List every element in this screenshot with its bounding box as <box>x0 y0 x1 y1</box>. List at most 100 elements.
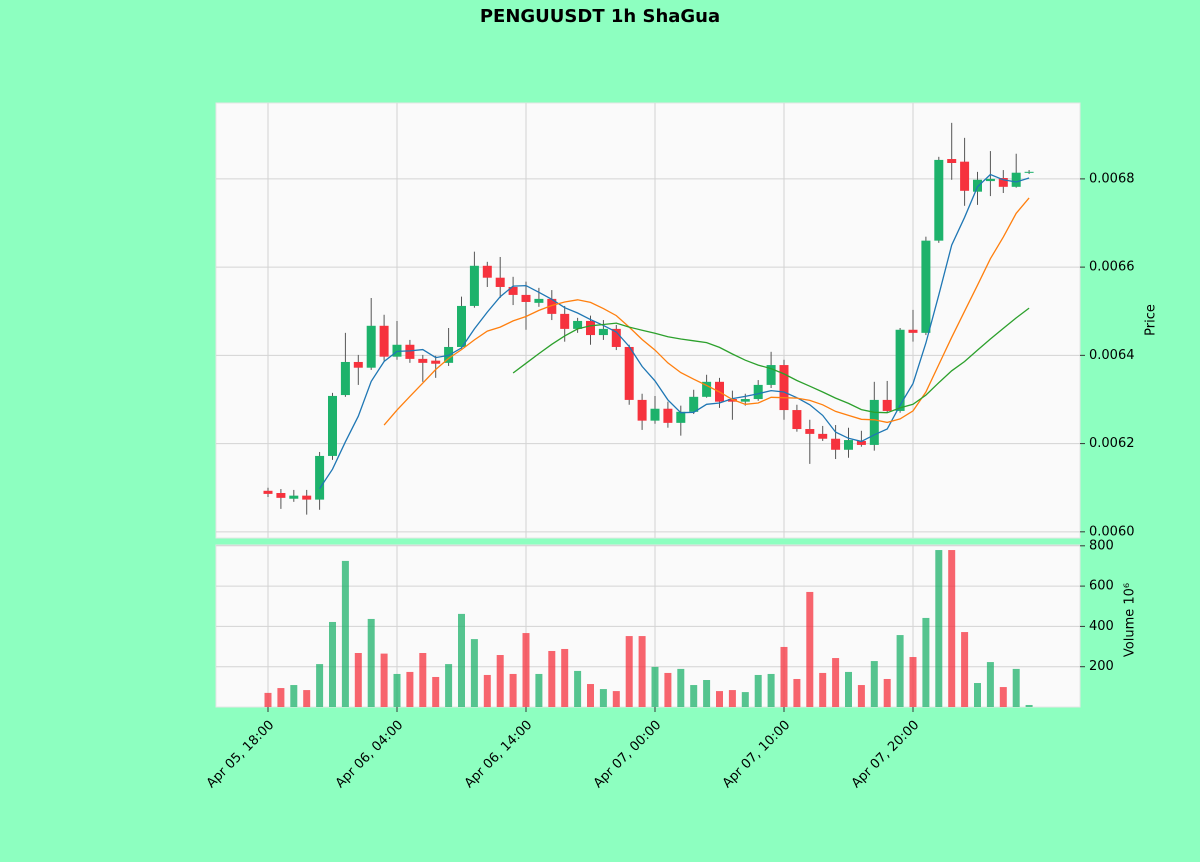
volume-bar <box>819 672 827 707</box>
volume-bar <box>341 560 349 707</box>
candle-body <box>418 358 428 363</box>
x-tick-label: Apr 06, 14:00 <box>462 718 535 791</box>
candle-body <box>405 344 415 359</box>
candle-body <box>663 408 673 423</box>
volume-bar <box>845 671 852 707</box>
candle-body <box>792 410 802 430</box>
volume-bar <box>419 653 427 707</box>
candle-body <box>353 361 363 368</box>
volume-bar <box>896 635 904 707</box>
x-tick-label: Apr 07, 10:00 <box>720 718 793 791</box>
volume-bar <box>264 692 272 707</box>
candle-body <box>534 298 544 303</box>
y-tick-label: 0.0068 <box>1089 171 1135 186</box>
candle-body <box>457 305 466 347</box>
volume-bar <box>509 673 517 707</box>
volume-bar <box>561 648 569 707</box>
volume-bar <box>857 685 865 707</box>
y2-tick-label: 800 <box>1089 538 1114 553</box>
volume-bar <box>432 676 440 707</box>
candle-body <box>276 493 286 498</box>
volume-bar <box>380 653 388 707</box>
y2-tick-label: 600 <box>1089 579 1114 594</box>
candle-body <box>263 490 273 494</box>
candle-body <box>340 361 350 396</box>
volume-bar <box>522 633 530 707</box>
candle-body <box>1011 172 1021 187</box>
volume-bar <box>961 632 969 707</box>
volume-bar <box>483 674 491 707</box>
volume-bar <box>793 678 801 707</box>
price-panel <box>215 102 1081 539</box>
candle-body <box>702 381 712 397</box>
volume-bar <box>445 664 453 707</box>
candle-body <box>985 178 995 182</box>
candle-body <box>689 396 699 412</box>
candle-body <box>624 346 634 400</box>
candle-body <box>586 320 595 336</box>
candle-body <box>495 277 505 287</box>
candle-body <box>392 344 402 357</box>
volume-bar <box>767 673 775 707</box>
moving-average-line <box>512 307 1030 414</box>
volume-bar <box>535 673 543 707</box>
volume-bar <box>986 662 994 707</box>
volume-bar <box>935 550 943 707</box>
volume-bar <box>1012 668 1020 707</box>
candle-body <box>998 178 1008 187</box>
volume-bar <box>754 674 762 707</box>
volume-bar <box>367 618 375 707</box>
candle-body <box>856 440 866 445</box>
volume-bar <box>1025 704 1033 707</box>
candle-body <box>895 329 905 411</box>
volume-bar <box>677 668 685 707</box>
candle-body <box>315 455 325 500</box>
candle-body <box>805 429 815 434</box>
candle-body <box>831 438 841 450</box>
y-tick-label: 0.0064 <box>1089 348 1135 363</box>
candle-body <box>779 365 789 411</box>
candle-body <box>882 399 892 411</box>
candle-body <box>431 360 441 364</box>
y-tick-label: 0.0066 <box>1089 260 1135 275</box>
volume-bar <box>329 621 336 707</box>
volume-bar <box>922 617 930 707</box>
x-tick-label: Apr 07, 00:00 <box>591 718 664 791</box>
volume-bar <box>406 671 414 707</box>
volume-bar <box>496 655 504 707</box>
y2-tick-label: 200 <box>1089 659 1114 674</box>
candle-body <box>482 265 492 278</box>
candle-body <box>753 384 763 400</box>
candle-body <box>302 495 312 500</box>
candle-body <box>934 159 944 241</box>
volume-bar <box>870 661 878 707</box>
volume-bar <box>574 670 582 707</box>
volume-bar <box>290 685 298 707</box>
y-tick-label: 0.0060 <box>1089 524 1135 539</box>
volume-bar <box>664 672 672 707</box>
candle-body <box>637 399 647 421</box>
volume-bar <box>612 691 620 707</box>
volume-bar <box>599 689 607 707</box>
volume-bar <box>625 636 633 707</box>
volume-bar <box>974 683 981 707</box>
candle-body <box>1024 171 1034 173</box>
x-tick-label: Apr 07, 20:00 <box>849 718 922 791</box>
x-tick-label: Apr 05, 18:00 <box>204 718 277 791</box>
volume-bar <box>393 673 401 707</box>
candle-body <box>727 399 737 402</box>
volume-bar <box>780 646 788 707</box>
candle-body <box>379 325 389 357</box>
candle-body <box>289 495 299 499</box>
candle-body <box>869 399 879 445</box>
candle-body <box>818 433 828 439</box>
candle-body <box>960 161 970 191</box>
candle-body <box>366 325 376 368</box>
volume-bar <box>728 690 736 707</box>
candle-body <box>521 294 531 302</box>
candle-body <box>469 265 479 306</box>
y-tick-label: 0.0062 <box>1089 436 1135 451</box>
volume-bar <box>354 653 362 707</box>
volume-bar <box>690 685 698 707</box>
